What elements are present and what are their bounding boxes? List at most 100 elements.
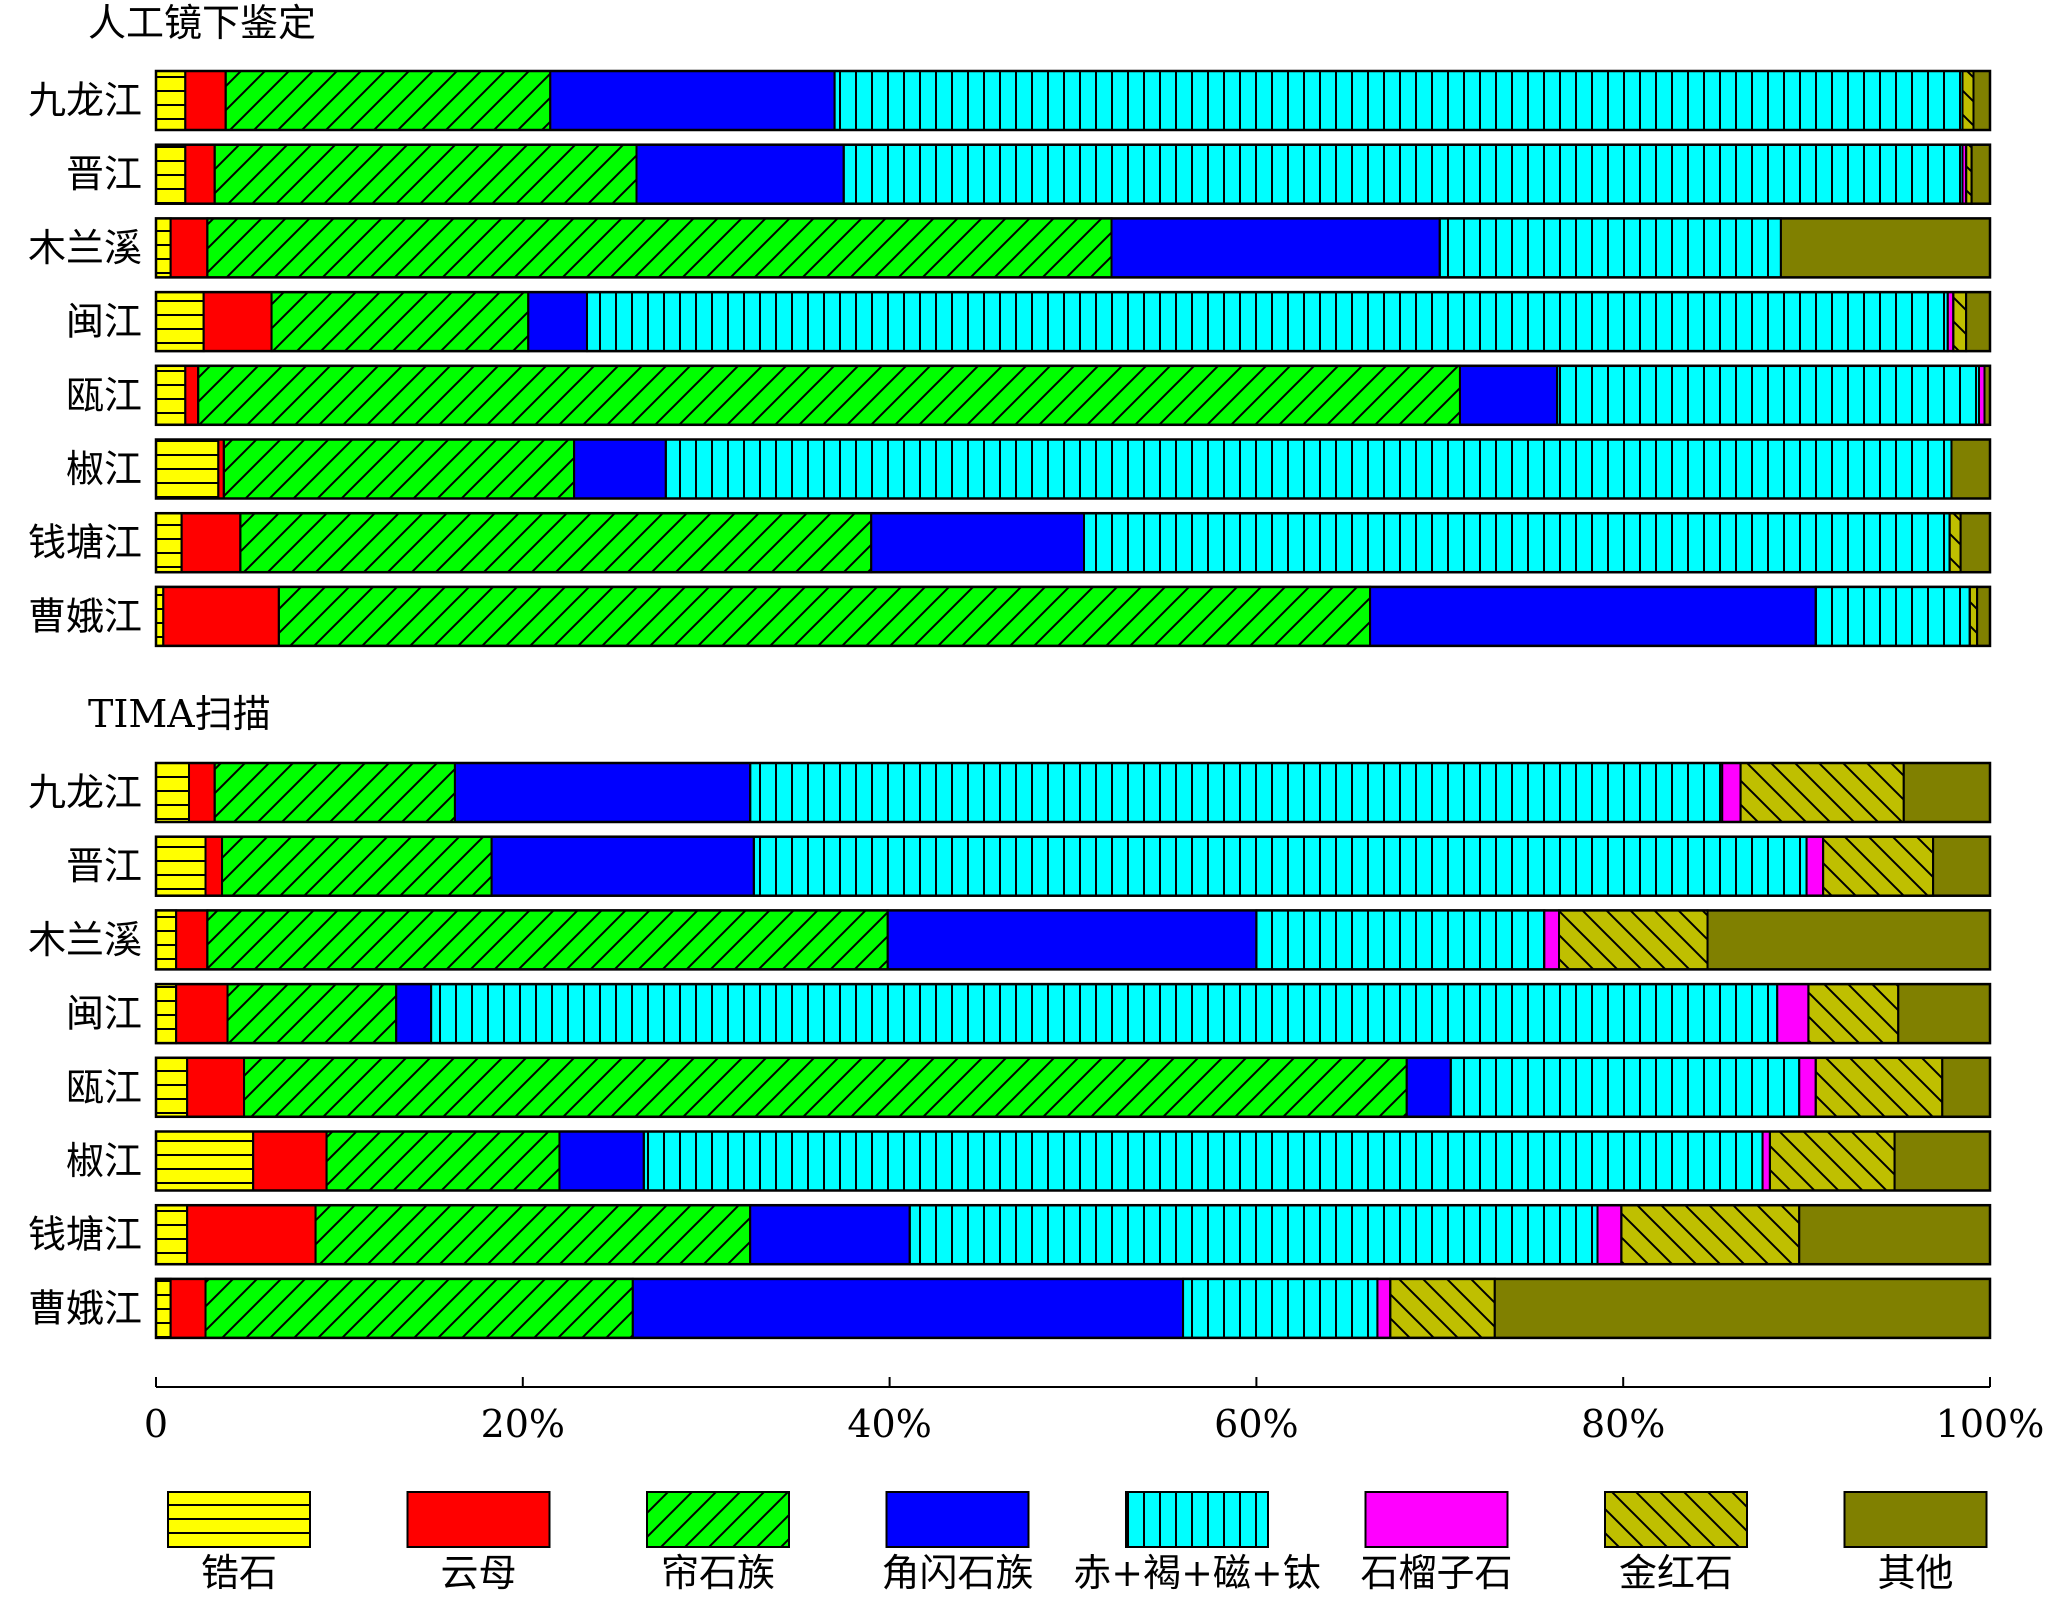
bar-segment-hatch bbox=[752, 835, 1808, 897]
bar-segment-hatch bbox=[1182, 1277, 1379, 1339]
category-label: 闽江 bbox=[66, 992, 142, 1036]
bar-segment-hatch bbox=[1449, 1056, 1801, 1118]
panel-title-tima: TIMA扫描 bbox=[88, 692, 271, 736]
bar-row: 曹娥江 bbox=[28, 585, 1992, 648]
bar-frame bbox=[154, 143, 1992, 205]
bar-frame bbox=[154, 69, 1992, 132]
bar-frame bbox=[154, 761, 1992, 824]
bar-segment-hatch bbox=[224, 70, 552, 131]
bar-segment-hatch bbox=[1739, 762, 1905, 823]
category-label: 晋江 bbox=[66, 844, 142, 888]
bar-row: 瓯江 bbox=[66, 364, 1992, 427]
bar-segment bbox=[1405, 1056, 1452, 1118]
bar-segment-hatch bbox=[1558, 909, 1709, 971]
bar-frame bbox=[154, 982, 1992, 1045]
bar-segment bbox=[1458, 364, 1559, 426]
bar-segment-hatch bbox=[664, 438, 1953, 500]
x-tick-label: 40% bbox=[847, 1402, 931, 1446]
bar-segment-hatch bbox=[155, 1277, 172, 1339]
bar-segment bbox=[1970, 143, 1992, 205]
bar-segment bbox=[184, 70, 227, 131]
bar-segment-hatch bbox=[642, 1130, 1764, 1192]
bar-segment bbox=[1761, 1130, 1771, 1192]
legend-swatch bbox=[1843, 1491, 1988, 1548]
bar-segment bbox=[184, 364, 200, 426]
bar-segment-hatch bbox=[1768, 1130, 1896, 1192]
legend-label: 赤+褐+磁+钛 bbox=[1073, 1551, 1321, 1595]
bar-segment-hatch bbox=[1952, 291, 1968, 353]
legend-swatch-hatch bbox=[646, 1491, 790, 1548]
bar-row: 椒江 bbox=[66, 438, 1992, 500]
category-label: 椒江 bbox=[66, 1139, 142, 1183]
bar-row: 钱塘江 bbox=[28, 511, 1992, 574]
bar-frame bbox=[154, 217, 1992, 279]
bar-segment-hatch bbox=[155, 291, 205, 353]
legend-item: 赤+褐+磁+钛 bbox=[1073, 1491, 1321, 1595]
bar-segment-hatch bbox=[206, 217, 1113, 279]
bar-segment-hatch bbox=[155, 1056, 189, 1118]
bar-segment bbox=[573, 438, 667, 500]
category-label: 瓯江 bbox=[66, 1065, 142, 1109]
bar-segment-hatch bbox=[585, 291, 1949, 353]
bar-segment-hatch bbox=[908, 1204, 1599, 1266]
bar-segment bbox=[1706, 909, 1991, 971]
bar-segment bbox=[184, 143, 216, 205]
bar-frame bbox=[154, 909, 1992, 971]
bar-segment-hatch bbox=[155, 70, 187, 131]
legend-swatch-hatch bbox=[167, 1491, 311, 1548]
legend-label: 其他 bbox=[1877, 1551, 1953, 1595]
bar-segment-hatch bbox=[222, 438, 576, 500]
bar-segment-hatch bbox=[213, 762, 456, 823]
category-label: 椒江 bbox=[66, 447, 142, 491]
bar-segment-hatch bbox=[1822, 835, 1935, 897]
bar-segment-hatch bbox=[1083, 512, 1951, 574]
bar-segment bbox=[1897, 983, 1992, 1045]
bar-segment bbox=[175, 909, 209, 971]
legend-label: 帘石族 bbox=[661, 1551, 775, 1595]
bar-segment-hatch bbox=[1620, 1204, 1801, 1266]
bar-frame bbox=[154, 1203, 1992, 1266]
bar-segment bbox=[1902, 762, 1991, 823]
legend-item: 角闪石族 bbox=[881, 1491, 1034, 1595]
legend-item: 石榴子石 bbox=[1360, 1491, 1513, 1595]
bar-frame bbox=[154, 835, 1992, 897]
bar-segment bbox=[1369, 585, 1817, 647]
bar-frame bbox=[154, 585, 1992, 648]
legend-item: 其他 bbox=[1843, 1491, 1988, 1595]
bar-segment bbox=[169, 217, 209, 279]
bar-row: 九龙江 bbox=[28, 761, 1992, 824]
bar-segment-hatch bbox=[1961, 70, 1975, 131]
bar-row: 闽江 bbox=[66, 290, 1992, 353]
bar-segment bbox=[1376, 1277, 1392, 1339]
bar-segment bbox=[188, 762, 216, 823]
legend: 锆石 云母 帘石族 角闪石族 赤+褐+磁+钛 石榴子石 金红石 其他 bbox=[167, 1491, 1988, 1595]
bar-segment-hatch bbox=[277, 585, 1372, 647]
category-label: 木兰溪 bbox=[28, 918, 142, 962]
category-label: 九龙江 bbox=[28, 79, 142, 123]
bar-row: 瓯江 bbox=[66, 1056, 1992, 1119]
legend-item: 金红石 bbox=[1604, 1491, 1748, 1595]
bar-segment-hatch bbox=[1968, 585, 1979, 647]
category-label: 闽江 bbox=[66, 300, 142, 344]
bar-segment-hatch bbox=[155, 143, 187, 205]
bar-frame bbox=[154, 1130, 1992, 1192]
bar-segment-hatch bbox=[155, 1130, 255, 1192]
bar-segment-hatch bbox=[243, 1056, 1408, 1118]
category-label: 木兰溪 bbox=[28, 226, 142, 270]
bar-segment bbox=[175, 983, 229, 1045]
bar-segment bbox=[395, 983, 433, 1045]
bar-row: 钱塘江 bbox=[28, 1203, 1992, 1266]
bar-frame bbox=[154, 438, 1992, 500]
bar-row: 木兰溪 bbox=[28, 217, 1992, 279]
x-tick-label: 0 bbox=[144, 1402, 168, 1446]
bar-segment bbox=[749, 1204, 911, 1266]
bar-segment bbox=[453, 762, 752, 823]
bar-segment-hatch bbox=[1389, 1277, 1496, 1339]
category-label: 钱塘江 bbox=[28, 521, 142, 565]
bar-segment bbox=[558, 1130, 645, 1192]
legend-item: 锆石 bbox=[167, 1491, 311, 1595]
x-tick-label: 60% bbox=[1214, 1402, 1298, 1446]
bar-segment-hatch bbox=[155, 1204, 189, 1266]
